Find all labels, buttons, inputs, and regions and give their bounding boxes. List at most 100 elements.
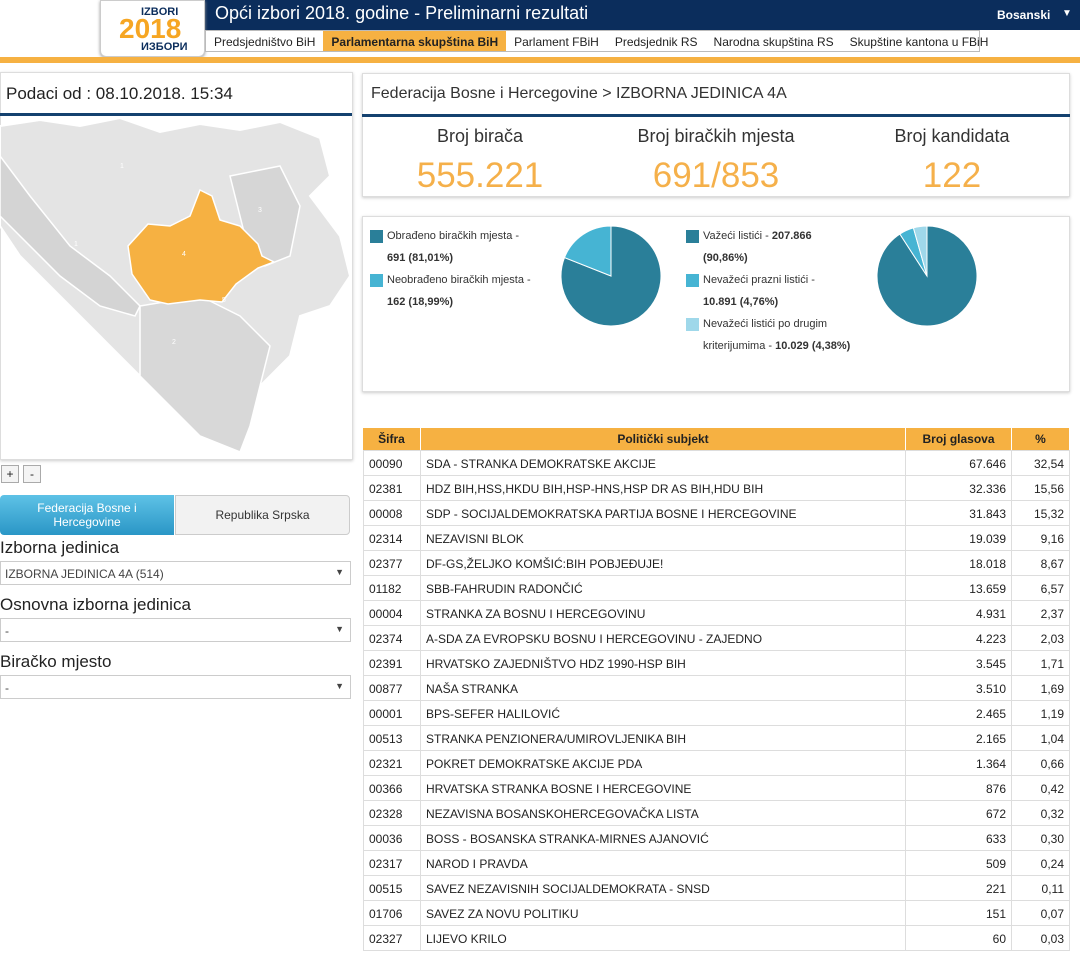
table-cell: 3.545 bbox=[906, 651, 1012, 675]
table-row: 00004 STRANKA ZA BOSNU I HERCEGOVINU 4.931… bbox=[363, 601, 1070, 626]
stat-label: Broj kandidata bbox=[894, 126, 1010, 146]
table-cell: 151 bbox=[906, 901, 1012, 925]
table-cell: 1.364 bbox=[906, 751, 1012, 775]
table-cell: 01182 bbox=[363, 576, 421, 600]
zoom-button[interactable]: - bbox=[23, 465, 41, 483]
table-cell: 67.646 bbox=[906, 451, 1012, 475]
table-cell: STRANKA PENZIONERA/UMIROVLJENIKA BIH bbox=[421, 726, 906, 750]
map-label: 1 bbox=[74, 241, 78, 248]
table-cell: 2,37 bbox=[1012, 601, 1070, 625]
stat-label: Broj biračkih mjesta bbox=[637, 126, 795, 146]
table-cell: 13.659 bbox=[906, 576, 1012, 600]
language-selector[interactable]: Bosanski bbox=[997, 8, 1051, 22]
table-cell: 1,19 bbox=[1012, 701, 1070, 725]
map-region-selected[interactable] bbox=[127, 188, 276, 305]
table-row: 02321 POKRET DEMOKRATSKE AKCIJE PDA 1.364 0… bbox=[363, 751, 1070, 776]
zoom-button[interactable]: + bbox=[1, 465, 19, 483]
map-region[interactable] bbox=[139, 295, 271, 453]
dropdown-arrow: ▼ bbox=[335, 681, 344, 691]
nav-tab[interactable]: Parlament FBiH bbox=[514, 35, 599, 49]
table-cell: 2.165 bbox=[906, 726, 1012, 750]
table-row: 01706 SAVEZ ZA NOVU POLITIKU 151 0,07 bbox=[363, 901, 1070, 926]
table-cell: 02328 bbox=[363, 801, 421, 825]
dropdown-arrow: ▼ bbox=[335, 567, 344, 577]
table-row: 02374 A-SDA ZA EVROPSKU BOSNU I HERCEGOVI… bbox=[363, 626, 1070, 651]
column-header: % bbox=[1012, 428, 1070, 450]
breadcrumb: Federacija Bosne i Hercegovine > IZBORNA… bbox=[371, 85, 787, 102]
table-cell: SAVEZ ZA NOVU POLITIKU bbox=[421, 901, 906, 925]
table-cell: LIJEVO KRILO bbox=[421, 926, 906, 950]
map-label: 1 bbox=[120, 163, 124, 170]
table-row: 02328 NEZAVISNA BOSANSKOHERCEGOVAČKA LIST… bbox=[363, 801, 1070, 826]
table-row: 02377 DF-GS,ŽELJKO KOMŠIĆ:BIH POBJEĐUJE! 1… bbox=[363, 551, 1070, 576]
logo[interactable]: IZBORI 2018 ИЗБОРИ bbox=[100, 0, 205, 57]
legend-label: Važeći listići - bbox=[703, 230, 772, 242]
table-cell: 02381 bbox=[363, 476, 421, 500]
legend-swatch bbox=[686, 274, 699, 287]
stat-label: Broj birača bbox=[436, 126, 524, 146]
table-cell: BPS-SEFER HALILOVIĆ bbox=[421, 701, 906, 725]
nav-tab[interactable]: Predsjednik RS bbox=[614, 35, 698, 49]
table-cell: 4.223 bbox=[906, 626, 1012, 650]
filter-select[interactable]: - ▼ bbox=[0, 618, 351, 642]
filter-select[interactable]: - ▼ bbox=[0, 675, 351, 699]
table-cell: NEZAVISNI BLOK bbox=[421, 526, 906, 550]
table-cell: HRVATSKO ZAJEDNIŠTVO HDZ 1990-HSP BIH bbox=[421, 651, 906, 675]
table-cell: 32.336 bbox=[906, 476, 1012, 500]
select-value: - bbox=[5, 681, 9, 695]
table-cell: 0,30 bbox=[1012, 826, 1070, 850]
pie-slice bbox=[912, 225, 928, 277]
table-row: 00036 BOSS - BOSANSKA STRANKA-MIRNES AJAN… bbox=[363, 826, 1070, 851]
legend-value: 10.891 (4,76%) bbox=[703, 296, 779, 308]
table-row: 01182 SBB-FAHRUDIN RADONČIĆ 13.659 6,57 bbox=[363, 576, 1070, 601]
table-cell: NEZAVISNA BOSANSKOHERCEGOVAČKA LISTA bbox=[421, 801, 906, 825]
table-cell: 8,67 bbox=[1012, 551, 1070, 575]
filter-select[interactable]: IZBORNA JEDINICA 4A (514) ▼ bbox=[0, 561, 351, 585]
map-region[interactable] bbox=[0, 154, 141, 317]
accent-stripe bbox=[0, 57, 1080, 63]
table-cell: 0,24 bbox=[1012, 851, 1070, 875]
rule bbox=[0, 113, 352, 116]
filter-label: Izborna jedinica bbox=[0, 538, 120, 557]
stat-value: 691/853 bbox=[652, 156, 780, 195]
table-cell: 01706 bbox=[363, 901, 421, 925]
table-cell: 2,03 bbox=[1012, 626, 1070, 650]
pie-legend: Važeći listići - 207.866 (90,86%) Nevažeć… bbox=[686, 225, 851, 357]
table-row: 00366 HRVATSKA STRANKA BOSNE I HERCEGOVIN… bbox=[363, 776, 1070, 801]
nav-tab[interactable]: Parlamentarna skupština BiH bbox=[323, 31, 507, 51]
nav-tab[interactable]: Skupštine kantona u FBiH bbox=[849, 35, 989, 49]
pie-slice bbox=[563, 225, 612, 277]
map-label: 2 bbox=[172, 339, 176, 346]
table-cell: 15,56 bbox=[1012, 476, 1070, 500]
legend-item: Obrađeno biračkih mjesta - 691 (81,01%) bbox=[370, 225, 535, 269]
table-cell: 0,11 bbox=[1012, 876, 1070, 900]
table-cell: 0,03 bbox=[1012, 926, 1070, 950]
rule bbox=[362, 114, 1070, 117]
table-row: 00008 SDP - SOCIJALDEMOKRATSKA PARTIJA BO… bbox=[363, 501, 1070, 526]
table-cell: A-SDA ZA EVROPSKU BOSNU I HERCEGOVINU - … bbox=[421, 626, 906, 650]
table-cell: 02314 bbox=[363, 526, 421, 550]
select-value: - bbox=[5, 624, 9, 638]
table-row: 00090 SDA - STRANKA DEMOKRATSKE AKCIJE 67.… bbox=[363, 451, 1070, 476]
select-value: IZBORNA JEDINICA 4A (514) bbox=[5, 567, 164, 581]
legend-swatch bbox=[686, 318, 699, 331]
entity-tab[interactable]: Republika Srpska bbox=[175, 495, 350, 535]
table-row: 02327 LIJEVO KRILO 60 0,03 bbox=[363, 926, 1070, 951]
legend-label: Nevažeći listići po drugim kriterijumima… bbox=[703, 318, 828, 352]
table-cell: DF-GS,ŽELJKO KOMŠIĆ:BIH POBJEĐUJE! bbox=[421, 551, 906, 575]
logo-top: IZBORI bbox=[141, 6, 179, 18]
pie-legend: Obrađeno biračkih mjesta - 691 (81,01%) N… bbox=[370, 225, 535, 313]
nav-tab[interactable]: Narodna skupština RS bbox=[713, 35, 834, 49]
table-row: 02317 NAROD I PRAVDA 509 0,24 bbox=[363, 851, 1070, 876]
page-title: Opći izbori 2018. godine - Preliminarni … bbox=[215, 3, 589, 23]
table-cell: HDZ BIH,HSS,HKDU BIH,HSP-HNS,HSP DR AS B… bbox=[421, 476, 906, 500]
table-row: 00515 SAVEZ NEZAVISNIH SOCIJALDEMOKRATA -… bbox=[363, 876, 1070, 901]
table-cell: 0,66 bbox=[1012, 751, 1070, 775]
column-header: Broj glasova bbox=[906, 428, 1012, 450]
table-cell: 2.465 bbox=[906, 701, 1012, 725]
table-cell: 31.843 bbox=[906, 501, 1012, 525]
table-cell: SDP - SOCIJALDEMOKRATSKA PARTIJA BOSNE I… bbox=[421, 501, 906, 525]
entity-tab[interactable]: Federacija Bosne i Hercegovine bbox=[0, 495, 174, 535]
nav-tab[interactable]: Predsjedništvo BiH bbox=[214, 35, 316, 49]
